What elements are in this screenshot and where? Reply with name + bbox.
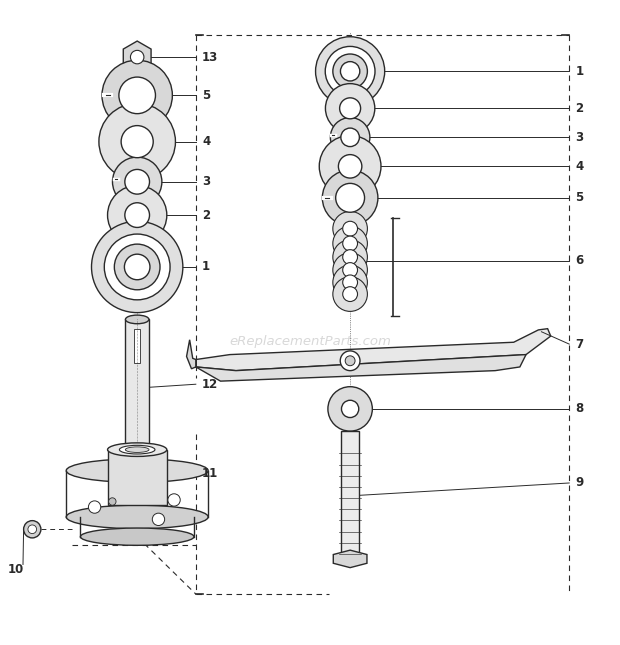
Circle shape xyxy=(335,183,365,212)
Polygon shape xyxy=(187,340,196,369)
Ellipse shape xyxy=(66,505,208,529)
Circle shape xyxy=(326,46,375,96)
Ellipse shape xyxy=(120,445,155,454)
Circle shape xyxy=(339,155,362,178)
Circle shape xyxy=(121,126,153,157)
Circle shape xyxy=(108,498,116,505)
Circle shape xyxy=(328,387,373,431)
Circle shape xyxy=(125,170,149,194)
Polygon shape xyxy=(123,41,151,73)
Circle shape xyxy=(333,240,368,274)
Text: 12: 12 xyxy=(202,378,218,391)
Circle shape xyxy=(322,170,378,226)
Circle shape xyxy=(107,186,167,244)
Circle shape xyxy=(343,236,358,251)
Polygon shape xyxy=(196,355,526,381)
Circle shape xyxy=(333,54,368,88)
Bar xyxy=(107,450,167,505)
Circle shape xyxy=(104,234,170,300)
Circle shape xyxy=(24,521,41,538)
Text: 4: 4 xyxy=(202,135,210,148)
Polygon shape xyxy=(196,329,551,371)
Text: 1: 1 xyxy=(575,64,583,78)
Circle shape xyxy=(92,221,183,313)
Circle shape xyxy=(130,50,144,64)
Bar xyxy=(125,319,149,452)
Text: 6: 6 xyxy=(575,254,583,267)
Ellipse shape xyxy=(107,443,167,457)
Text: 1: 1 xyxy=(202,261,210,273)
Circle shape xyxy=(340,62,360,81)
Ellipse shape xyxy=(66,459,208,482)
Circle shape xyxy=(343,221,358,236)
Circle shape xyxy=(333,277,368,312)
Text: 7: 7 xyxy=(575,337,583,351)
Circle shape xyxy=(168,494,180,506)
Circle shape xyxy=(343,275,358,290)
Circle shape xyxy=(341,128,360,146)
Text: 8: 8 xyxy=(575,402,583,415)
Circle shape xyxy=(112,157,162,206)
Circle shape xyxy=(316,37,384,106)
Circle shape xyxy=(345,356,355,366)
Circle shape xyxy=(342,401,359,417)
Text: 13: 13 xyxy=(202,50,218,64)
Text: 10: 10 xyxy=(7,563,24,576)
Circle shape xyxy=(330,117,370,157)
Circle shape xyxy=(89,501,101,513)
Circle shape xyxy=(114,244,160,290)
Circle shape xyxy=(125,203,149,228)
Text: eReplacementParts.com: eReplacementParts.com xyxy=(229,335,391,348)
Text: 3: 3 xyxy=(575,131,583,144)
Circle shape xyxy=(119,77,156,114)
Polygon shape xyxy=(334,550,367,568)
Circle shape xyxy=(153,513,165,526)
Bar xyxy=(135,329,140,362)
Circle shape xyxy=(99,103,175,180)
Text: 9: 9 xyxy=(575,477,583,490)
Text: 4: 4 xyxy=(575,160,583,173)
Text: 2: 2 xyxy=(575,102,583,115)
Circle shape xyxy=(333,265,368,300)
Text: 2: 2 xyxy=(202,208,210,222)
Circle shape xyxy=(343,250,358,264)
Circle shape xyxy=(343,286,358,301)
Circle shape xyxy=(333,226,368,261)
Circle shape xyxy=(102,60,172,130)
Circle shape xyxy=(326,84,375,133)
Circle shape xyxy=(333,253,368,287)
Text: 5: 5 xyxy=(575,192,583,204)
Ellipse shape xyxy=(81,528,194,545)
Text: 11: 11 xyxy=(202,467,218,481)
Ellipse shape xyxy=(125,447,149,452)
Circle shape xyxy=(340,351,360,371)
Text: 3: 3 xyxy=(202,175,210,188)
Circle shape xyxy=(319,135,381,197)
Circle shape xyxy=(125,254,150,280)
Circle shape xyxy=(28,525,37,533)
Bar xyxy=(341,431,360,554)
Circle shape xyxy=(343,263,358,277)
Text: 5: 5 xyxy=(202,89,210,102)
Circle shape xyxy=(340,98,361,119)
Ellipse shape xyxy=(125,315,149,324)
Circle shape xyxy=(333,212,368,246)
